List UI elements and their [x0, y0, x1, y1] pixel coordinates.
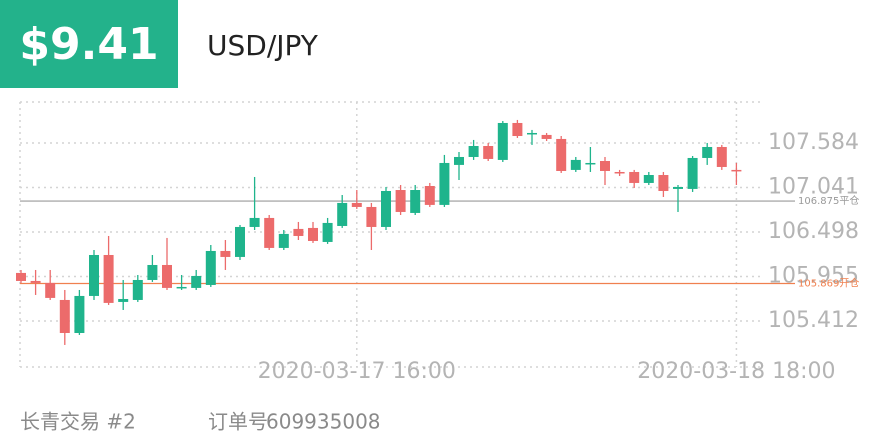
candle-body — [278, 233, 289, 248]
y-tick-label: 106.498 — [768, 219, 859, 244]
price: $9.41 — [19, 19, 158, 70]
candle-body — [585, 162, 596, 165]
candle-body — [366, 206, 377, 227]
candle-body — [410, 190, 421, 213]
candle-body — [439, 162, 450, 205]
candle-body — [191, 275, 202, 288]
candle-body — [264, 217, 275, 248]
candle-body — [308, 227, 318, 241]
candle-body — [220, 250, 231, 257]
candle-body — [235, 226, 245, 257]
y-tick-label: 107.041 — [768, 174, 859, 199]
candle-body — [556, 138, 567, 171]
candle-body — [74, 295, 85, 333]
candle-body — [132, 279, 143, 300]
candle-body — [59, 299, 70, 333]
chart: 107.584 107.041 106.498 105.955 105.412 2020-… — [16, 101, 859, 384]
candle-body — [454, 156, 464, 165]
candle-body — [483, 146, 494, 159]
candle-body — [643, 175, 654, 183]
candle-body — [89, 254, 99, 296]
candle-body — [424, 185, 435, 205]
candle-body — [45, 282, 56, 298]
candle-body — [614, 171, 625, 174]
order-label: 订单号 — [208, 410, 268, 434]
y-tick-label: 105.955 — [768, 263, 859, 288]
candle-body — [249, 217, 260, 227]
candle-body — [16, 272, 26, 281]
candle-body — [322, 222, 333, 242]
candle-body — [497, 122, 508, 160]
candle-body — [658, 175, 669, 191]
candle-body — [716, 146, 727, 167]
y-tick-label: 107.584 — [768, 130, 859, 155]
candle-body — [541, 134, 552, 139]
candle-body — [205, 250, 216, 285]
candle-body — [527, 132, 537, 135]
x-tick-label: 2020-03-18 18:00 — [637, 359, 835, 384]
candle-body — [147, 264, 158, 280]
x-tick-label: 2020-03-17 16:00 — [258, 359, 456, 384]
candle-body — [293, 228, 304, 236]
candle-body — [600, 160, 610, 171]
candle-body — [731, 169, 742, 172]
candle-body — [570, 159, 581, 170]
candle-body — [702, 146, 713, 158]
symbol: USD/JPY — [207, 29, 319, 62]
reference-label: 105.869开仓 — [798, 277, 859, 290]
candle-body — [162, 264, 172, 288]
candle-body — [30, 280, 41, 283]
candle-body — [673, 186, 683, 189]
account: 长青交易 #2 — [20, 410, 136, 434]
candle-body — [337, 202, 348, 226]
price-badge — [0, 0, 178, 88]
candle-body — [381, 190, 391, 227]
candle-body — [629, 171, 640, 183]
candle-body — [351, 202, 362, 207]
candle-body — [468, 146, 479, 157]
candle-body — [512, 122, 523, 137]
y-tick-label: 105.412 — [768, 308, 859, 333]
order-id: 609935008 — [266, 410, 381, 434]
candle-body — [687, 157, 698, 189]
candle-body — [118, 298, 129, 302]
candle-body — [395, 190, 406, 212]
candle-body — [176, 286, 187, 289]
candle-body — [103, 254, 114, 303]
reference-label: 106.875平仓 — [798, 194, 859, 207]
